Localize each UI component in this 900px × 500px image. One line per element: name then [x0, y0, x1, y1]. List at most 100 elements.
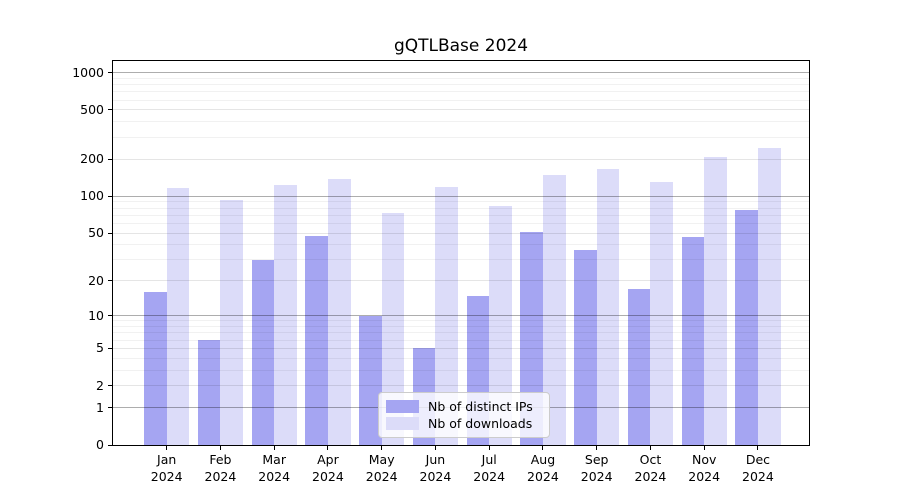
gridline-70 [113, 214, 809, 216]
y-tick-label-100: 100 [80, 188, 104, 204]
bar-downloads-dec [757, 147, 781, 445]
y-tick-label-50: 50 [88, 225, 104, 241]
bar-downloads-jan [166, 187, 190, 445]
x-tick-month: Aug [530, 452, 556, 467]
bar-downloads-aug [542, 174, 566, 445]
legend-item-distinct-ips: Nb of distinct IPs [386, 399, 541, 414]
x-tick-year: 2024 [312, 468, 344, 484]
y-tick-label-2: 2 [96, 377, 104, 393]
gridline-90 [113, 201, 809, 203]
x-tick-month: Oct [639, 452, 662, 467]
bar-ips-jan [144, 292, 167, 445]
gridline-8 [113, 326, 809, 328]
gridline-900 [113, 77, 809, 79]
y-tick-label-200: 200 [80, 151, 104, 167]
x-tick-label-nov: Nov 2024 [672, 452, 736, 485]
x-tick-mark [757, 446, 759, 450]
x-tick-month: Nov [691, 452, 717, 467]
gridline-100 [113, 195, 809, 197]
x-tick-year: 2024 [150, 468, 183, 484]
legend-item-downloads: Nb of downloads [386, 416, 541, 431]
x-tick-year: 2024 [473, 468, 506, 484]
legend-swatch-distinct-ips [386, 400, 419, 413]
x-tick-year: 2024 [258, 468, 291, 484]
bar-downloads-mar [274, 185, 297, 445]
bar-downloads-may [381, 212, 405, 445]
gridline-50 [113, 232, 809, 234]
y-tick-mark [108, 407, 112, 409]
gridline-800 [113, 84, 809, 86]
x-tick-label-mar: Mar 2024 [242, 452, 306, 485]
x-tick-label-oct: Oct 2024 [618, 452, 682, 485]
plot-area [112, 60, 810, 446]
x-tick-mark [434, 446, 436, 450]
bar-downloads-jul [489, 206, 512, 445]
x-tick-label-jan: Jan 2024 [135, 452, 199, 485]
y-tick-label-10: 10 [88, 307, 104, 323]
y-tick-mark [108, 444, 112, 446]
x-tick-mark [166, 446, 168, 450]
x-tick-year: 2024 [365, 468, 398, 484]
legend-swatch-downloads [386, 417, 419, 430]
x-tick-month: Mar [262, 452, 286, 467]
y-tick-mark [108, 195, 112, 197]
y-tick-label-20: 20 [88, 272, 104, 288]
x-tick-label-dec: Dec 2024 [726, 452, 790, 485]
x-tick-year: 2024 [580, 468, 613, 484]
x-tick-month: Jun [425, 452, 446, 467]
x-tick-year: 2024 [742, 468, 774, 484]
x-tick-mark [327, 446, 329, 450]
x-tick-label-jul: Jul 2024 [457, 452, 521, 485]
x-tick-month: Dec [745, 452, 771, 467]
y-tick-label-1000: 1000 [72, 64, 104, 80]
x-tick-mark [219, 446, 221, 450]
gridline-6 [113, 339, 809, 341]
bar-ips-dec [735, 210, 758, 445]
gridline-80 [113, 207, 809, 209]
y-tick-label-0: 0 [96, 437, 104, 452]
y-tick-mark [108, 280, 112, 282]
bar-downloads-oct [650, 181, 674, 445]
chart-title: gQTLBase 2024 [393, 36, 529, 56]
bar-downloads-jun [435, 186, 459, 445]
y-tick-label-1: 1 [96, 399, 104, 415]
bar-downloads-nov [704, 157, 727, 445]
bar-ips-sep [574, 250, 597, 445]
x-tick-month: Apr [317, 452, 339, 467]
gridline-40 [113, 244, 809, 246]
gridline-2 [113, 385, 809, 387]
bar-downloads-sep [596, 169, 620, 445]
x-tick-month: May [368, 452, 395, 467]
y-tick-mark [108, 385, 112, 387]
x-tick-mark [542, 446, 544, 450]
x-tick-mark [649, 446, 651, 450]
gridline-300 [113, 136, 809, 138]
bar-ips-may [359, 315, 382, 445]
x-tick-label-may: May 2024 [350, 452, 414, 485]
gridline-5 [113, 347, 809, 349]
gridline-20 [113, 280, 809, 282]
gridline-30 [113, 259, 809, 261]
gridline-7 [113, 332, 809, 334]
gridline-700 [113, 91, 809, 93]
gridline-600 [113, 99, 809, 101]
y-tick-mark [108, 347, 112, 349]
y-tick-label-5: 5 [96, 340, 104, 356]
bar-ips-nov [681, 237, 705, 445]
gridline-200 [113, 158, 809, 160]
x-tick-month: Feb [209, 452, 232, 467]
bar-ips-oct [627, 289, 651, 445]
x-tick-month: Jan [157, 452, 177, 467]
x-tick-year: 2024 [688, 468, 721, 484]
bar-ips-mar [251, 259, 275, 445]
gridline-3 [113, 369, 809, 371]
x-tick-label-feb: Feb 2024 [188, 452, 252, 485]
y-tick-mark [108, 158, 112, 160]
gridline-500 [113, 109, 809, 111]
x-tick-year: 2024 [527, 468, 559, 484]
gridline-400 [113, 121, 809, 123]
y-tick-mark [108, 232, 112, 234]
y-tick-mark [108, 72, 112, 74]
x-tick-mark [596, 446, 598, 450]
